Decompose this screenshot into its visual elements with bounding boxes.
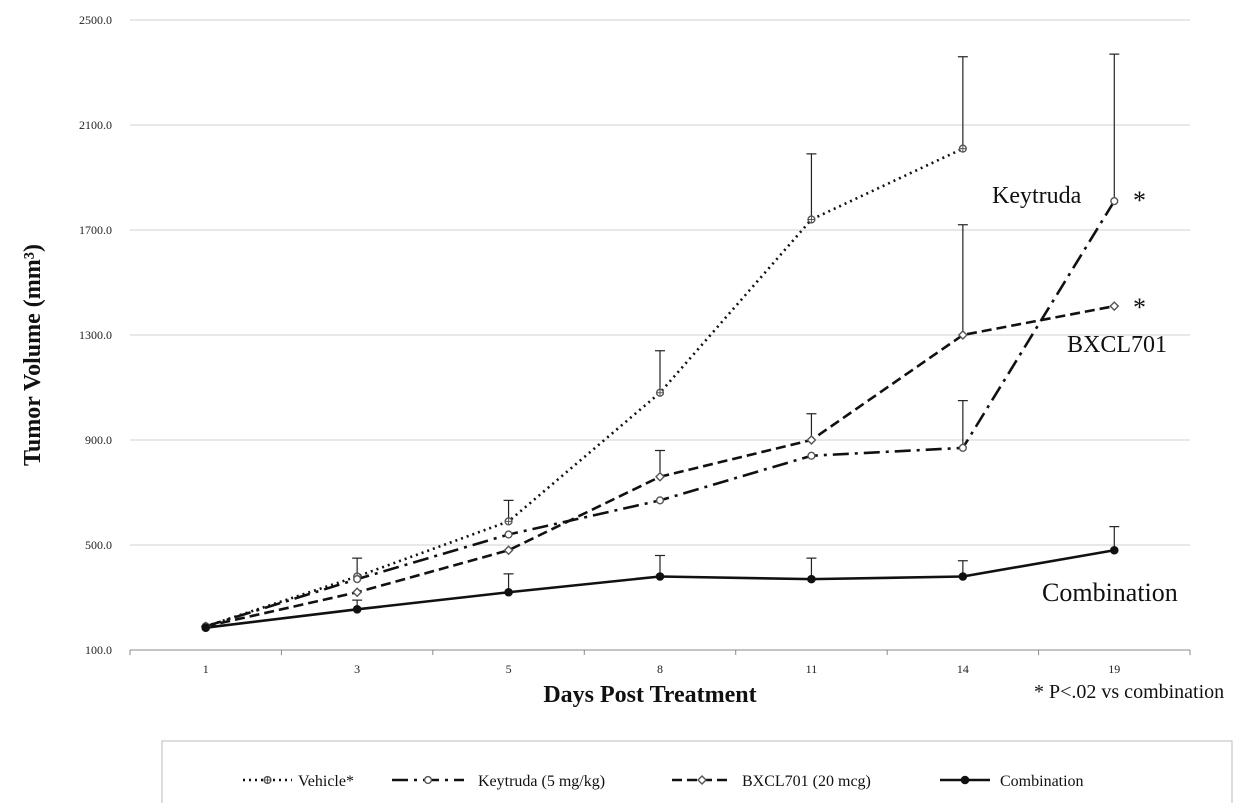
series-vehicle-point-3 [655,388,665,397]
series-keytruda-5-mg-kg-point-4 [807,451,816,460]
x-tick-label-3: 8 [657,662,663,676]
x-axis-title: Days Post Treatment [543,682,756,708]
series-keytruda-5-mg-kg-point-6 [1110,197,1119,206]
error-bars [352,53,1120,610]
legend-entry-1-marker [423,775,433,785]
series-keytruda-5-mg-kg-point-3 [655,496,665,505]
bxcl-significance-star: * [1133,293,1146,322]
series-bxcl701-20-mcg-point-2 [503,545,514,556]
y-tick-label-5: 2100.0 [79,118,112,132]
series-combination-point-2 [504,587,513,597]
series-combination-point-6 [1109,545,1119,555]
legend-entry-2-marker [697,775,707,785]
x-tick-label-0: 1 [203,662,209,676]
legend-entry-3-marker [960,775,970,785]
axes [129,649,1191,655]
series-keytruda-5-mg-kg-point-5 [958,443,967,452]
significance-footnote: * P<.02 vs combination [1034,681,1224,703]
series-markers [200,144,1120,632]
series-vehicle-point-2 [504,517,513,526]
y-tick-labels: 100.0 500.0 900.0 1300.0 1700.0 2100.0 2500.0 [79,13,112,657]
legend-entry-1-label: Keytruda (5 mg/kg) [478,773,605,790]
y-tick-label-2: 900.0 [85,433,112,447]
legend-entry-0-marker [263,775,272,785]
legend-entry-2-label: BXCL701 (20 mcg) [742,773,871,790]
x-tick-label-6: 19 [1108,662,1120,676]
series-vehicle-point-4 [807,215,816,224]
x-tick-label-4: 11 [806,662,818,676]
legend-box [161,740,1233,803]
gridlines [130,19,1190,546]
x-tick-label-2: 5 [506,662,512,676]
series-combination-point-4 [807,574,816,584]
y-tick-label-6: 2500.0 [79,13,112,27]
legend: Vehicle* Keytruda (5 mg/kg) BXCL701 (20 mc… [243,773,1084,790]
y-tick-label-0: 100.0 [85,643,112,657]
series-bxcl701-20-mcg-point-3 [655,471,665,482]
legend-entry-3-label: Combination [1000,773,1084,790]
series-keytruda-5-mg-kg-point-2 [504,530,513,539]
series-vehicle-point-5 [958,144,967,153]
series-combination-point-0 [201,623,211,632]
bxcl-annotation: BXCL701 [1067,332,1167,358]
series-keytruda-5-mg-kg-point-1 [353,575,362,584]
x-tick-label-1: 3 [354,662,360,676]
series-combination-point-1 [352,605,362,614]
x-tick-labels: 1 3 5 8 11 14 19 [203,662,1121,676]
keytruda-significance-star: * [1133,186,1146,215]
legend-entry-0-label: Vehicle* [298,773,354,790]
series-vehicle-line [205,147,964,628]
combination-annotation: Combination [1042,578,1178,607]
series-combination-point-3 [655,572,665,581]
y-tick-label-4: 1700.0 [79,223,112,237]
series-bxcl701-20-mcg-point-5 [957,330,968,340]
y-tick-label-3: 1300.0 [79,328,112,342]
x-tick-label-5: 14 [957,662,969,676]
series-combination-point-5 [958,572,968,581]
keytruda-annotation: Keytruda [992,183,1082,209]
series-bxcl701-20-mcg-point-6 [1109,301,1120,312]
series-bxcl701-20-mcg-point-1 [352,587,363,598]
y-tick-label-1: 500.0 [85,538,112,552]
series-bxcl701-20-mcg-point-4 [806,435,817,445]
y-axis-title: Tumor Volume (mm³) [20,244,46,466]
